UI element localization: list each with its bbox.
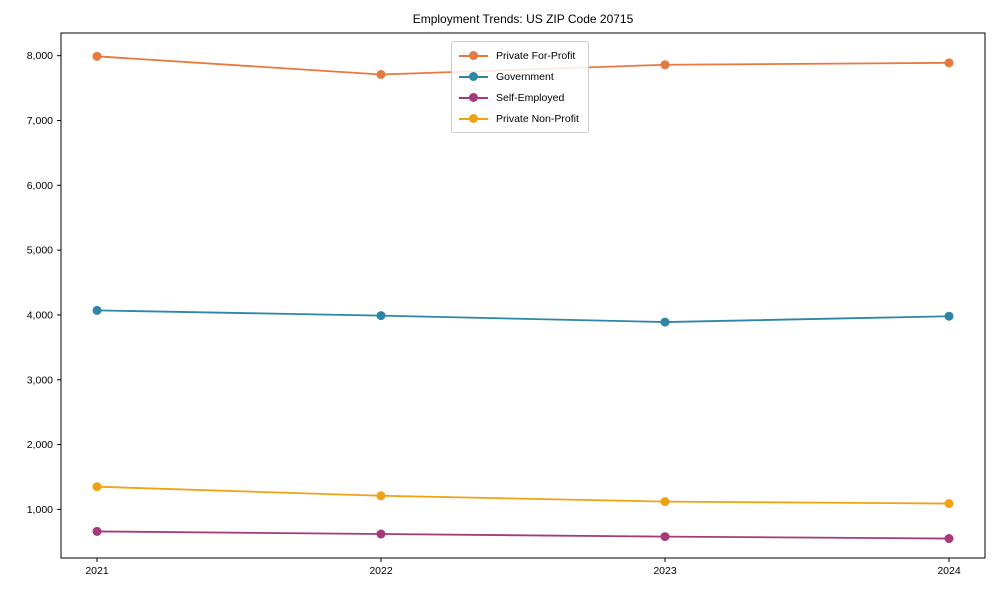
- data-point-marker: [92, 51, 102, 61]
- data-point-marker: [944, 499, 954, 509]
- data-point-marker: [660, 317, 670, 327]
- y-axis-tick-label: 6,000: [27, 180, 53, 192]
- x-axis-tick-label: 2024: [937, 565, 961, 577]
- data-point-marker: [376, 311, 386, 321]
- series-line: [96, 530, 950, 540]
- chart-legend: Private For-Profit Government Self-Employe…: [451, 41, 589, 133]
- data-point-marker: [376, 69, 386, 79]
- x-axis-tick-label: 2022: [369, 565, 393, 577]
- legend-entry: Private Non-Profit: [459, 110, 579, 127]
- data-point-marker: [376, 491, 386, 501]
- data-point-marker: [660, 497, 670, 507]
- data-point-marker: [944, 311, 954, 321]
- legend-line-marker-icon: [459, 50, 488, 61]
- y-axis-tick-label: 3,000: [27, 374, 53, 386]
- data-point-marker: [944, 58, 954, 68]
- data-point-marker: [944, 534, 954, 544]
- legend-label: Self-Employed: [496, 91, 565, 104]
- x-axis-tick-label: 2023: [653, 565, 677, 577]
- y-axis-tick-label: 2,000: [27, 439, 53, 451]
- legend-line-marker-icon: [459, 71, 488, 82]
- legend-label: Private Non-Profit: [496, 112, 579, 125]
- y-axis-tick-label: 1,000: [27, 504, 53, 516]
- data-point-marker: [92, 482, 102, 492]
- legend-entry: Government: [459, 68, 579, 85]
- chart-title: Employment Trends: US ZIP Code 20715: [412, 12, 634, 26]
- data-point-marker: [660, 532, 670, 542]
- y-axis-tick-label: 7,000: [27, 115, 53, 127]
- legend-line-marker-icon: [459, 113, 488, 124]
- y-axis-tick-label: 5,000: [27, 245, 53, 257]
- data-point-marker: [376, 529, 386, 539]
- legend-line-marker-icon: [459, 92, 488, 103]
- data-point-marker: [92, 305, 102, 315]
- x-axis-tick-label: 2021: [85, 565, 109, 577]
- legend-entry: Self-Employed: [459, 89, 579, 106]
- plot-frame: [60, 32, 986, 559]
- data-point-marker: [660, 60, 670, 70]
- legend-entry: Private For-Profit: [459, 47, 579, 64]
- series-line: [96, 485, 950, 505]
- y-axis-tick-label: 8,000: [27, 50, 53, 62]
- data-point-marker: [92, 526, 102, 536]
- legend-label: Government: [496, 70, 554, 83]
- series-line: [96, 309, 950, 323]
- legend-label: Private For-Profit: [496, 49, 576, 62]
- y-axis-tick-label: 4,000: [27, 309, 53, 321]
